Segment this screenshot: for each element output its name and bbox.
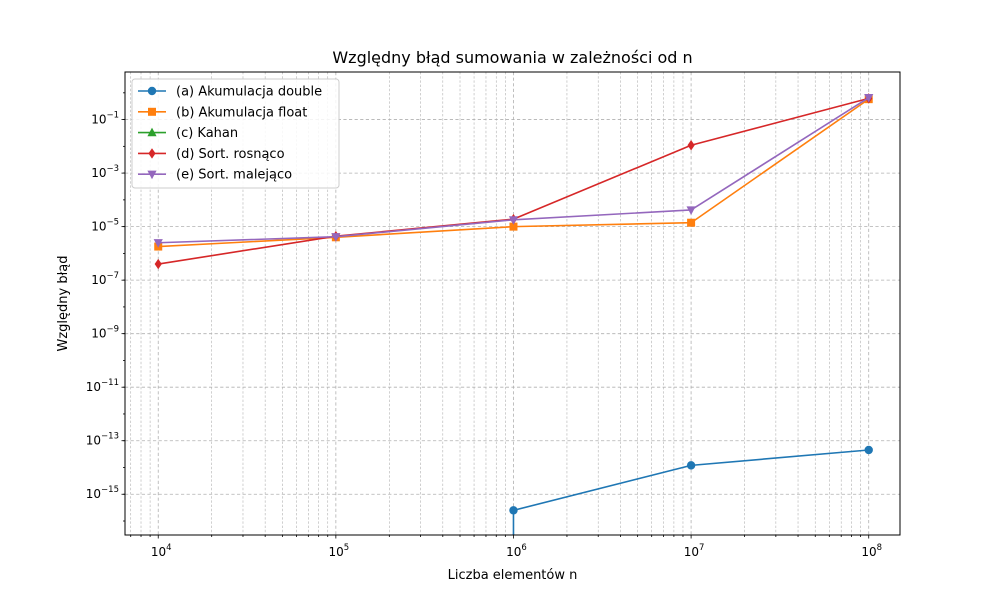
legend-label: (c) Kahan xyxy=(176,126,238,141)
x-tick-label: 106 xyxy=(506,543,527,559)
series-layer xyxy=(153,93,874,535)
legend-label: (d) Sort. rosnąco xyxy=(176,147,285,162)
x-tick-label: 105 xyxy=(329,543,350,559)
data-point xyxy=(686,461,696,470)
y-tick-label: 10−1 xyxy=(91,111,119,127)
data-point xyxy=(331,233,341,242)
y-tick-label: 10−15 xyxy=(86,485,119,501)
x-tick-label: 107 xyxy=(684,543,705,559)
legend-item: (b) Akumulacja float xyxy=(138,105,307,120)
legend-item: (a) Akumulacja double xyxy=(138,85,322,100)
series-5 xyxy=(153,94,874,248)
data-point xyxy=(687,218,696,227)
y-tick-label: 10−7 xyxy=(91,271,119,287)
x-axis-label: Liczba elementów n xyxy=(448,568,578,583)
series-1 xyxy=(509,445,873,535)
chart-title: Względny błąd sumowania w zależności od … xyxy=(332,48,692,67)
legend-marker xyxy=(148,107,156,116)
legend-marker xyxy=(148,148,156,159)
legend-label: (a) Akumulacja double xyxy=(176,85,322,100)
x-tick-label: 108 xyxy=(861,543,882,559)
legend-marker xyxy=(147,170,157,180)
y-tick-label: 10−3 xyxy=(91,164,119,180)
data-point xyxy=(509,506,518,515)
legend-item: (d) Sort. rosnąco xyxy=(138,147,285,162)
y-tick-label: 10−5 xyxy=(91,218,119,234)
legend-label: (e) Sort. malejąco xyxy=(176,168,292,183)
data-point xyxy=(153,239,163,248)
y-tick-label: 10−9 xyxy=(91,325,119,341)
data-point xyxy=(508,216,519,225)
series-line xyxy=(512,449,869,535)
data-point xyxy=(687,140,695,151)
legend-label: (b) Akumulacja float xyxy=(176,105,307,120)
y-tick-label: 10−13 xyxy=(86,432,119,448)
data-point xyxy=(509,222,518,231)
grid-layer xyxy=(125,72,900,535)
legend-item: (c) Kahan xyxy=(138,126,238,141)
tick-layer: 104 105 106 107 108 10−15 10−13 10−11 10−9 10−7 10… xyxy=(86,92,882,559)
plot-area-frame xyxy=(124,71,901,536)
legend-item: (e) Sort. malejąco xyxy=(138,168,292,183)
legend: (a) Akumulacja double (b) Akumulacja floa… xyxy=(131,78,340,189)
legend-marker xyxy=(147,127,157,137)
x-tick-label: 104 xyxy=(151,543,172,559)
legend-box xyxy=(131,78,340,189)
data-point xyxy=(686,206,696,215)
data-point xyxy=(864,94,874,103)
y-tick-label: 10−11 xyxy=(86,378,119,394)
y-axis-label: Względny błąd xyxy=(56,255,71,351)
legend-marker xyxy=(147,86,157,96)
data-point xyxy=(864,445,873,455)
data-point xyxy=(154,258,162,270)
